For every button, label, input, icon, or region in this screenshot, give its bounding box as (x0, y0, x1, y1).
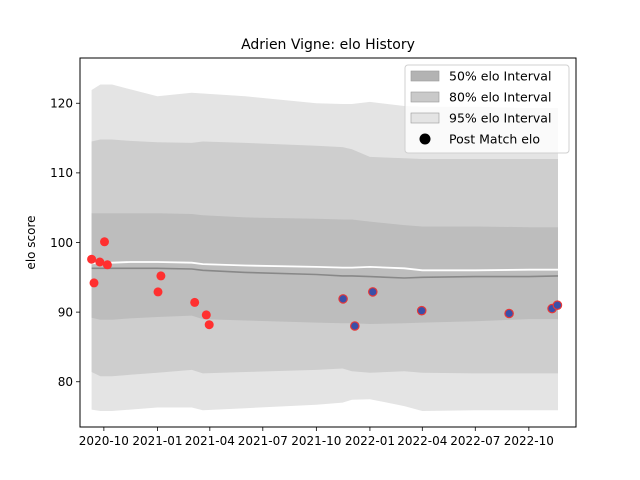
data-point-3 (95, 257, 105, 267)
y-tick-label: 100 (50, 236, 73, 250)
data-point-4 (100, 237, 109, 247)
chart-title: Adrien Vigne: elo History (241, 37, 415, 53)
y-tick-label: 80 (58, 375, 73, 389)
legend: 50% elo Interval 80% elo Interval 95% elo … (404, 64, 570, 154)
legend-label: Post Match elo (449, 132, 540, 147)
data-point-13 (367, 287, 378, 297)
data-point-5 (102, 260, 112, 270)
y-axis-label: elo score (24, 215, 38, 269)
legend-label: 95% elo Interval (449, 111, 551, 126)
legend-swatch (410, 91, 440, 103)
legend-label: 50% elo Interval (449, 69, 551, 84)
data-point-14 (416, 305, 427, 316)
data-point-15 (504, 308, 514, 319)
y-tick-label: 110 (50, 166, 73, 180)
data-point-8 (190, 297, 200, 307)
legend-frame (404, 64, 570, 154)
legend-label: 80% elo Interval (449, 90, 551, 105)
data-point-6 (153, 287, 163, 297)
x-tick-label: 2021-04 (185, 434, 235, 448)
band-50-percent (91, 213, 558, 324)
y-tick-label: 120 (50, 97, 73, 111)
y-axis: 80 90 100 110 120 (50, 97, 80, 389)
x-tick-label: 2021-10 (291, 434, 341, 448)
x-tick-label: 2022-10 (504, 434, 554, 448)
post-match-points (87, 237, 563, 331)
center-lines (91, 261, 559, 279)
data-point-7 (156, 271, 166, 281)
x-tick-label: 2022-01 (345, 434, 395, 448)
x-tick-label: 2022-04 (397, 434, 447, 448)
data-point-17 (552, 300, 563, 310)
legend-swatch (410, 112, 440, 124)
y-tick-label: 90 (58, 305, 73, 319)
data-point-11 (338, 294, 348, 304)
data-point-2 (89, 278, 99, 288)
x-tick-label: 2022-07 (450, 434, 500, 448)
x-tick-label: 2021-07 (238, 434, 288, 448)
data-point-10 (204, 320, 214, 330)
median-line (91, 267, 559, 279)
mean-line (91, 261, 558, 272)
data-point-1 (87, 254, 97, 264)
x-axis: 2020-10 2021-01 2021-04 2021-07 2021-10 2022-… (79, 427, 554, 448)
x-tick-label: 2020-10 (79, 434, 129, 448)
legend-marker (419, 133, 431, 145)
x-tick-label: 2021-01 (132, 434, 182, 448)
data-point-12 (349, 321, 360, 331)
legend-swatch (410, 70, 440, 82)
data-point-9 (201, 310, 211, 320)
